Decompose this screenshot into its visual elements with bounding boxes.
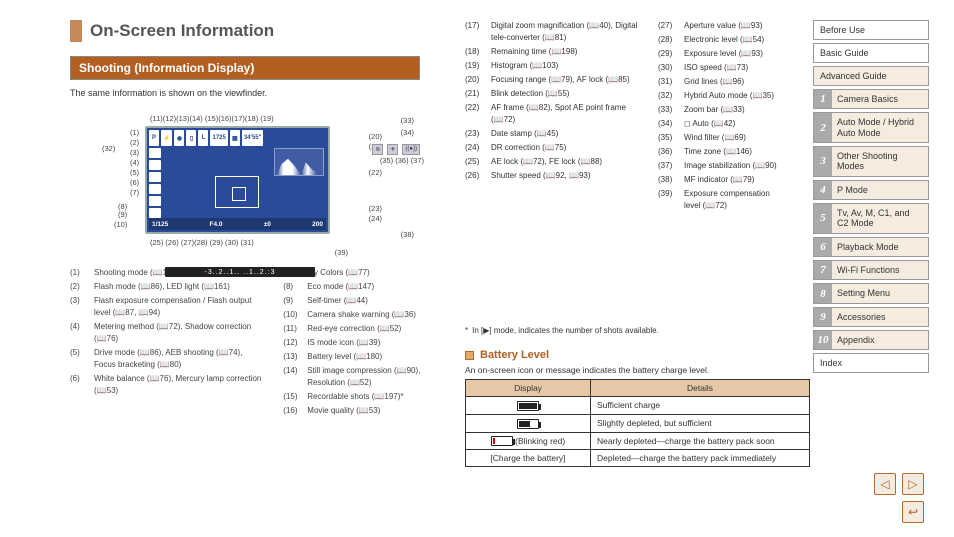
- legend-item: (10)Camera shake warning (📖36): [283, 309, 435, 321]
- battery-row: Sufficient charge: [466, 397, 810, 415]
- legend-item: (3)Flash exposure compensation / Flash o…: [70, 295, 265, 319]
- nav-chapter-4[interactable]: 4P Mode: [813, 180, 929, 200]
- nav-chapter-8[interactable]: 8Setting Menu: [813, 283, 929, 303]
- legend-item: (11)Red-eye correction (📖52): [283, 323, 435, 335]
- legend-item: (27)Aperture value (📖93): [658, 20, 783, 32]
- legend-item: (15)Recordable shots (📖197)*: [283, 391, 435, 403]
- battery-col-details: Details: [591, 380, 810, 397]
- legend-item: (2)Flash mode (📖86), LED light (📖161): [70, 281, 265, 293]
- top-callouts: (11)(12)(13)(14) (15)(16)(17)(18) (19): [150, 114, 274, 123]
- battery-table: Display Details Sufficient chargeSlightl…: [465, 379, 810, 467]
- nav-chapter-5[interactable]: 5Tv, Av, M, C1, and C2 Mode: [813, 203, 929, 234]
- af-frame-icon: [215, 176, 259, 208]
- legend-item: (18)Remaining time (📖198): [465, 46, 640, 58]
- legend-item: (13)Battery level (📖180): [283, 351, 435, 363]
- page-title: On-Screen Information: [90, 21, 274, 41]
- nav-advanced-guide[interactable]: Advanced Guide: [813, 66, 929, 86]
- legend-item: (29)Exposure level (📖93): [658, 48, 783, 60]
- legend-item: (34)◻︎ Auto (📖42): [658, 118, 783, 130]
- legend-item: (23)Date stamp (📖45): [465, 128, 640, 140]
- battery-icon: [517, 401, 539, 411]
- legend-item: (22)AF frame (📖82), Spot AE point frame …: [465, 102, 640, 126]
- nav-basic-guide[interactable]: Basic Guide: [813, 43, 929, 63]
- battery-icon: [517, 419, 539, 429]
- nav-chapter-7[interactable]: 7Wi-Fi Functions: [813, 260, 929, 280]
- next-page-button[interactable]: ▷: [902, 473, 924, 495]
- legend-item: (4)Metering method (📖72), Shadow correct…: [70, 321, 265, 345]
- legend-item: (24)DR correction (📖75): [465, 142, 640, 154]
- legend-item: (17)Digital zoom magnification (📖40), Di…: [465, 20, 640, 44]
- heading-square-icon: [465, 351, 474, 360]
- legend-item: (25)AE lock (📖72), FE lock (📖88): [465, 156, 640, 168]
- legend-item: (19)Histogram (📖103): [465, 60, 640, 72]
- battery-heading-row: Battery Level: [465, 349, 815, 361]
- battery-icon: [491, 436, 513, 446]
- legend-item: (14)Still image compression (📖90), Resol…: [283, 365, 435, 389]
- intro-text: The same information is shown on the vie…: [70, 88, 435, 98]
- nav-chapter-6[interactable]: 6Playback Mode: [813, 237, 929, 257]
- legend-item: (9)Self-timer (📖44): [283, 295, 435, 307]
- battery-row: Slightly depleted, but sufficient: [466, 414, 810, 432]
- right-badges: ≋✈((●)): [372, 144, 420, 155]
- info-display-diagram: (11)(12)(13)(14) (15)(16)(17)(18) (19) (…: [70, 104, 420, 259]
- screen-bottom-row: 1/125F4.0±0200: [149, 218, 326, 230]
- nav-chapter-9[interactable]: 9Accessories: [813, 307, 929, 327]
- legend-item: (6)White balance (📖76), Mercury lamp cor…: [70, 373, 265, 397]
- screen-top-row: P⚡◉ ▯L 1725▦ 34'55": [149, 130, 326, 146]
- nav-chapter-3[interactable]: 3Other Shooting Modes: [813, 146, 929, 177]
- legend-item: (16)Movie quality (📖53): [283, 405, 435, 417]
- legend-col-27-39: (27)Aperture value (📖93) (28)Electronic l…: [658, 20, 783, 212]
- legend-columns: (1)Shooting mode (📖182), Scene icon (📖37…: [70, 267, 435, 419]
- legend-item: (12)IS mode icon (📖39): [283, 337, 435, 349]
- legend-item: (39)Exposure compensation level (📖72): [658, 188, 783, 212]
- legend-item: (31)Grid lines (📖96): [658, 76, 783, 88]
- legend-item: (33)Zoom bar (📖33): [658, 104, 783, 116]
- section-header: Shooting (Information Display): [70, 56, 420, 80]
- battery-row: [Charge the battery]Depleted—charge the …: [466, 450, 810, 467]
- prev-page-button[interactable]: ◁: [874, 473, 896, 495]
- legend-item: (20)Focusing range (📖79), AF lock (📖85): [465, 74, 640, 86]
- nav-before-use[interactable]: Before Use: [813, 20, 929, 40]
- legend-item: (36)Time zone (📖146): [658, 146, 783, 158]
- page-title-row: On-Screen Information: [70, 20, 435, 42]
- legend-item: (21)Blink detection (📖55): [465, 88, 640, 100]
- battery-col-display: Display: [466, 380, 591, 397]
- legend-item: (30)ISO speed (📖73): [658, 62, 783, 74]
- battery-intro: An on-screen icon or message indicates t…: [465, 365, 815, 375]
- histogram-icon: [274, 148, 324, 176]
- legend-item: (5)Drive mode (📖86), AEB shooting (📖74),…: [70, 347, 265, 371]
- legend-item: (38)MF indicator (📖79): [658, 174, 783, 186]
- legend-item: (37)Image stabilization (📖90): [658, 160, 783, 172]
- return-button[interactable]: ↩: [902, 501, 924, 523]
- nav-chapter-10[interactable]: 10Appendix: [813, 330, 929, 350]
- legend-item: (32)Hybrid Auto mode (📖35): [658, 90, 783, 102]
- title-accent-bar: [70, 20, 82, 42]
- nav-chapter-1[interactable]: 1Camera Basics: [813, 89, 929, 109]
- legend-item: (8)Eco mode (📖147): [283, 281, 435, 293]
- legend-item: (26)Shutter speed (📖92, 📖93): [465, 170, 640, 182]
- nav-chapter-2[interactable]: 2Auto Mode / Hybrid Auto Mode: [813, 112, 929, 143]
- legend-item: (28)Electronic level (📖54): [658, 34, 783, 46]
- battery-row: (Blinking red)Nearly depleted—charge the…: [466, 432, 810, 450]
- legend-item: (35)Wind filter (📖69): [658, 132, 783, 144]
- footnote: *In [▶] mode, indicates the number of sh…: [465, 326, 815, 335]
- nav-index[interactable]: Index: [813, 353, 929, 373]
- battery-heading: Battery Level: [480, 349, 549, 361]
- exposure-scale: -3..2..1.. ..1..2.:3: [165, 267, 315, 277]
- camera-screen-mock: P⚡◉ ▯L 1725▦ 34'55" 1/125F4.0±0200: [145, 126, 330, 234]
- sidebar-nav: Before Use Basic Guide Advanced Guide 1C…: [813, 20, 929, 419]
